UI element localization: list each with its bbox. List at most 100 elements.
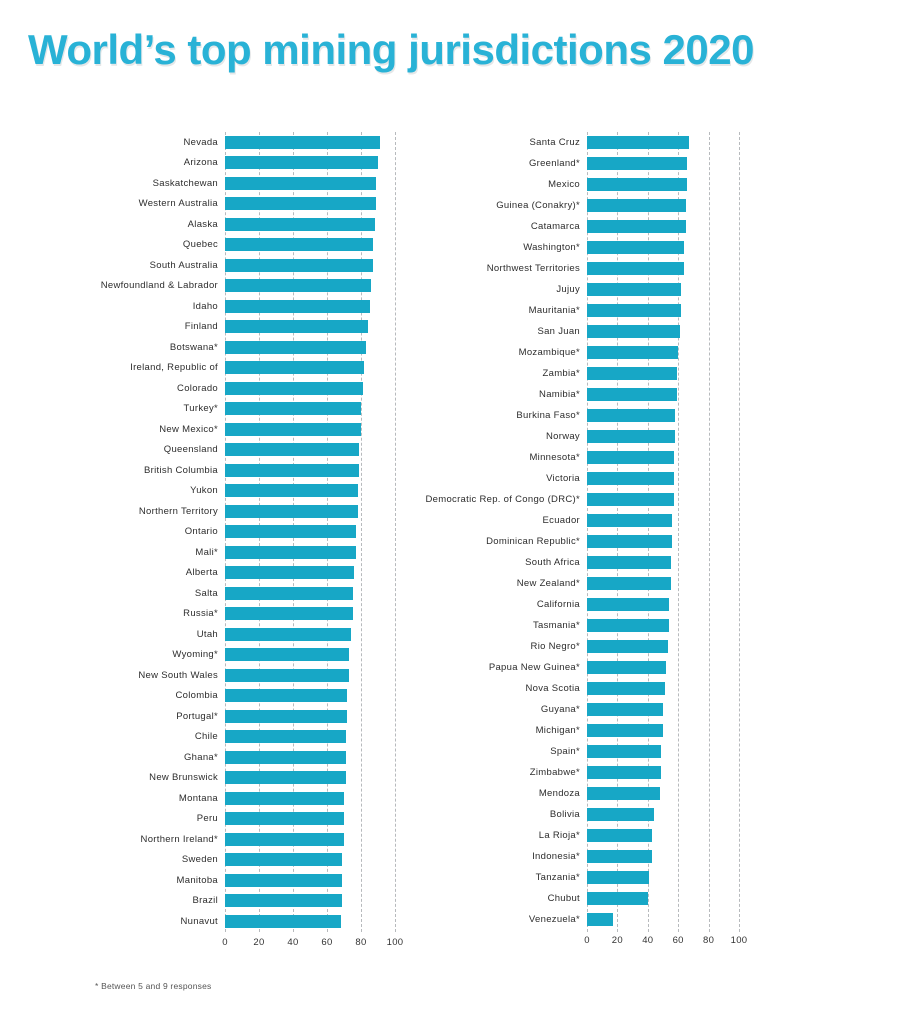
bar-row: Brazil xyxy=(95,891,395,912)
bar-row: Minnesota* xyxy=(419,447,739,468)
bar-row: Michigan* xyxy=(419,720,739,741)
bar-track xyxy=(587,174,739,195)
bar-track xyxy=(225,583,395,604)
bar-row: Alberta xyxy=(95,563,395,584)
bar-track xyxy=(587,489,739,510)
bar-row: Mali* xyxy=(95,542,395,563)
bar-track xyxy=(587,846,739,867)
category-label: Venezuela* xyxy=(528,914,580,925)
bar xyxy=(225,689,348,703)
bar xyxy=(587,409,676,422)
bar xyxy=(225,197,377,211)
bar-track xyxy=(587,195,739,216)
bar-track xyxy=(225,235,395,256)
category-label: Mauritania* xyxy=(528,305,580,316)
category-label: Ecuador xyxy=(542,515,580,526)
bar-row: Burkina Faso* xyxy=(419,405,739,426)
bar xyxy=(225,894,343,908)
x-tick-label: 60 xyxy=(672,935,684,946)
x-axis: 0 20 40 60 80 100 xyxy=(584,930,747,948)
category-label: New Brunswick xyxy=(149,772,218,784)
rows: Santa Cruz Greenland* Mexico Guinea (Conakr… xyxy=(419,132,739,930)
bar xyxy=(225,627,351,641)
bar-track xyxy=(587,615,739,636)
category-label: Mozambique* xyxy=(518,347,580,358)
category-label: Democratic Rep. of Congo (DRC)* xyxy=(425,494,580,505)
bar-track xyxy=(225,378,395,399)
category-label: Mendoza xyxy=(538,788,580,799)
category-label: Portugal* xyxy=(176,710,218,722)
bar-track xyxy=(225,542,395,563)
bar-row: Newfoundland & Labrador xyxy=(95,276,395,297)
bar xyxy=(587,703,663,716)
bar-row: Northern Territory xyxy=(95,501,395,522)
bar-track xyxy=(225,911,395,932)
category-label: Turkey* xyxy=(183,403,218,415)
gridline xyxy=(739,132,740,932)
category-label: Burkina Faso* xyxy=(516,410,580,421)
bar-track xyxy=(587,720,739,741)
bar-row: Botswana* xyxy=(95,337,395,358)
bar xyxy=(225,730,346,744)
category-label: Northern Ireland* xyxy=(140,833,218,845)
bar-track xyxy=(587,300,739,321)
bar xyxy=(587,598,670,611)
bar-row: South Africa xyxy=(419,552,739,573)
bar-track xyxy=(587,132,739,153)
bar xyxy=(587,871,650,884)
bar-track xyxy=(225,645,395,666)
category-label: Manitoba xyxy=(176,874,218,886)
category-label: Saskatchewan xyxy=(152,177,218,189)
bar xyxy=(587,724,663,737)
bar xyxy=(587,304,682,317)
bar-row: Colorado xyxy=(95,378,395,399)
x-tick-label: 20 xyxy=(611,935,623,946)
bar xyxy=(587,241,685,254)
bar-row: Finland xyxy=(95,317,395,338)
bar-track xyxy=(225,194,395,215)
category-label: Rio Negro* xyxy=(530,641,580,652)
bar-row: Yukon xyxy=(95,481,395,502)
bar-track xyxy=(587,510,739,531)
category-label: South Australia xyxy=(149,259,218,271)
bar xyxy=(225,361,365,375)
bar xyxy=(587,577,671,590)
bar-row: Nevada xyxy=(95,132,395,153)
footnote: * Between 5 and 9 responses xyxy=(95,981,212,991)
bar xyxy=(225,709,348,723)
bar-row: Turkey* xyxy=(95,399,395,420)
bar xyxy=(587,766,662,779)
bar-row: Arizona xyxy=(95,153,395,174)
bar-row: Sweden xyxy=(95,850,395,871)
bar-track xyxy=(225,768,395,789)
category-label: Colorado xyxy=(177,382,218,394)
bar xyxy=(225,607,353,621)
bar-row: La Rioja* xyxy=(419,825,739,846)
charts-container: Nevada Arizona Saskatchewan Western Austral… xyxy=(95,132,900,950)
bar-row: New South Wales xyxy=(95,665,395,686)
category-label: Northwest Territories xyxy=(486,263,580,274)
bar xyxy=(587,556,671,569)
bar-row: Venezuela* xyxy=(419,909,739,930)
bar-row: Guinea (Conakry)* xyxy=(419,195,739,216)
bar-track xyxy=(587,594,739,615)
bar-track xyxy=(587,867,739,888)
bar xyxy=(225,238,373,252)
category-label: Ireland, Republic of xyxy=(130,362,218,374)
category-label: Jujuy xyxy=(556,284,580,295)
bar-row: Peru xyxy=(95,809,395,830)
bar-row: Rio Negro* xyxy=(419,636,739,657)
x-tick-label: 80 xyxy=(703,935,715,946)
bar-row: Jujuy xyxy=(419,279,739,300)
bar-row: Montana xyxy=(95,788,395,809)
bar xyxy=(587,220,686,233)
category-label: Arizona xyxy=(183,157,218,169)
category-label: Norway xyxy=(545,431,580,442)
bar-track xyxy=(225,850,395,871)
category-label: Queensland xyxy=(163,444,218,456)
category-label: Alaska xyxy=(187,218,218,230)
category-label: Russia* xyxy=(183,608,218,620)
category-label: Zambia* xyxy=(542,368,580,379)
bar-track xyxy=(587,153,739,174)
